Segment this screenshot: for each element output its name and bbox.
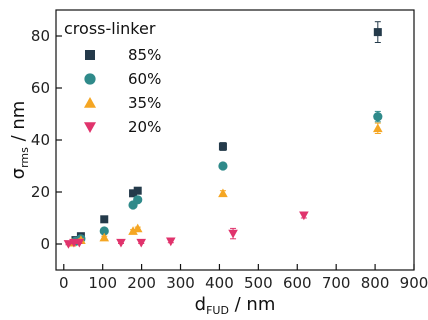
data-point: [129, 189, 138, 198]
data-point: [218, 142, 227, 151]
legend-title: cross-linker: [64, 19, 156, 38]
y-axis-title-unit: / nm: [8, 101, 29, 147]
data-point: [133, 195, 143, 205]
data-point: [133, 186, 142, 195]
x-tick-label: 900: [400, 274, 428, 292]
y-tick-label: 60: [31, 79, 50, 97]
plot-marks: [63, 21, 383, 249]
x-tick-label: 100: [88, 274, 117, 292]
legend-label: 60%: [128, 70, 161, 88]
x-tick-label: 600: [283, 274, 312, 292]
data-point: [99, 232, 110, 242]
x-tick-label: 800: [361, 274, 390, 292]
data-point: [228, 229, 238, 239]
x-tick-label: 400: [205, 274, 234, 292]
y-tick-label: 0: [40, 235, 50, 253]
data-point: [100, 215, 109, 224]
data-point: [165, 237, 176, 247]
y-axis-title: σrms / nm: [8, 101, 31, 180]
data-point: [132, 223, 143, 233]
data-point: [373, 112, 383, 122]
data-point: [299, 211, 309, 221]
data-point: [373, 123, 383, 133]
data-point: [218, 188, 228, 198]
x-tick-label: 300: [166, 274, 195, 292]
legend-marker: [84, 122, 96, 133]
data-point: [128, 226, 138, 235]
x-axis-title-sub: FUD: [206, 304, 229, 317]
y-tick-label: 40: [31, 131, 50, 149]
y-tick-label: 20: [31, 183, 50, 201]
x-axis-title-unit: / nm: [229, 294, 275, 315]
axis-ticks: 0 100 200 300 400 500 600 700 800 900 0 20 40 60 80: [31, 27, 428, 292]
x-tick-label: 200: [127, 274, 156, 292]
y-axis-title-main: σ: [8, 168, 29, 179]
x-tick-label: 500: [244, 274, 273, 292]
y-axis-title-sub: rms: [18, 147, 31, 168]
y-tick-label: 80: [31, 27, 50, 45]
legend-label: 35%: [128, 94, 161, 112]
data-point: [99, 226, 109, 236]
legend-label: 85%: [128, 46, 161, 64]
data-point: [218, 161, 228, 171]
data-point: [136, 238, 147, 248]
legend-label: 20%: [128, 118, 161, 136]
legend-marker: [85, 50, 95, 60]
legend-marker: [84, 97, 96, 108]
data-point: [63, 240, 74, 249]
data-point: [373, 28, 382, 37]
data-point: [116, 238, 126, 248]
x-tick-label: 700: [322, 274, 351, 292]
legend: cross-linker 85% 60% 35% 20%: [64, 19, 161, 136]
x-axis-title-main: d: [195, 294, 206, 315]
data-point: [74, 238, 85, 248]
x-axis-title: dFUD / nm: [195, 294, 276, 317]
legend-marker: [84, 73, 96, 85]
x-tick-label: 0: [59, 274, 69, 292]
